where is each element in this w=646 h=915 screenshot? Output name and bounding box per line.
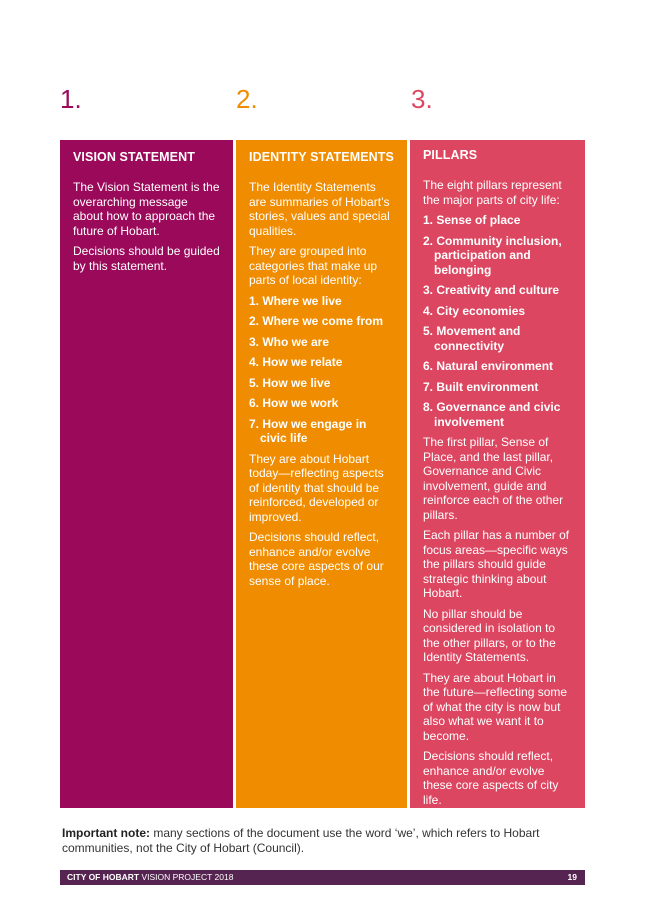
footer-project: VISION PROJECT 2018 xyxy=(139,872,234,882)
list-item: 4. How we relate xyxy=(249,355,343,369)
list-item: 3. Creativity and culture xyxy=(423,283,560,297)
list-item: 6. How we work xyxy=(249,396,339,410)
list-item: 3. Who we are xyxy=(249,334,330,349)
list-item: 5. Movement and connectivity xyxy=(423,324,521,353)
column-number-3: 3. xyxy=(411,84,433,114)
column-title: IDENTITY STATEMENTS xyxy=(249,150,394,164)
page-number: 19 xyxy=(567,872,577,882)
note-label: Important note: xyxy=(62,826,150,840)
important-note: Important note: many sections of the doc… xyxy=(62,826,602,856)
list-item: 8. Governance and civic involvement xyxy=(423,400,561,429)
identity-statements-column: IDENTITY STATEMENTS The Identity Statemen… xyxy=(236,140,407,808)
column-list: 1. Where we live 2. Where we come from 3. … xyxy=(249,294,395,446)
list-item: 2. Community inclusion, participation an… xyxy=(423,233,562,277)
note-text: many sections of the document use the wo… xyxy=(62,826,540,855)
column-paragraph: They are about Hobart today—reflecting a… xyxy=(249,451,384,524)
pillars-column: PILLARS The eight pillars represent the m… xyxy=(410,140,585,808)
list-item: 6. Natural environment xyxy=(423,359,554,373)
column-paragraph: No pillar should be considered in isolat… xyxy=(423,606,556,665)
list-item: 5. How we live xyxy=(249,375,331,390)
list-item: 2. Where we come from xyxy=(249,314,384,328)
list-item: 1. Sense of place xyxy=(423,213,521,227)
column-paragraph: Decisions should reflect, enhance and/or… xyxy=(249,530,384,588)
footer-bar: CITY OF HOBART VISION PROJECT 2018 19 xyxy=(60,870,585,885)
list-item: 1. Where we live xyxy=(249,293,342,308)
column-paragraph: The Vision Statement is the overarching … xyxy=(73,180,220,238)
column-title: PILLARS xyxy=(423,148,478,162)
column-paragraph: Each pillar has a number of focus areas—… xyxy=(423,528,570,600)
column-paragraph: The first pillar, Sense of Place, and th… xyxy=(423,435,564,522)
footer-title: CITY OF HOBART VISION PROJECT 2018 xyxy=(67,870,233,885)
column-title: VISION STATEMENT xyxy=(73,150,195,164)
list-item: 4. City economies xyxy=(423,303,526,318)
column-paragraph: Decisions should be guided by this state… xyxy=(73,244,220,273)
vision-statement-column: VISION STATEMENT The Vision Statement is … xyxy=(60,140,233,808)
column-number-2: 2. xyxy=(236,84,258,114)
footer-brand: CITY OF HOBART xyxy=(67,872,140,882)
column-paragraph: They are grouped into categories that ma… xyxy=(249,244,378,287)
column-number-1: 1. xyxy=(60,84,82,114)
column-list: 1. Sense of place 2. Community inclusion,… xyxy=(423,213,573,429)
list-item: 7. Built environment xyxy=(423,379,539,394)
column-paragraph: They are about Hobart in the future—refl… xyxy=(423,670,568,743)
column-paragraph: The Identity Statements are summaries of… xyxy=(249,180,390,238)
column-paragraph: The eight pillars represent the major pa… xyxy=(423,178,562,207)
column-paragraph: Decisions should reflect, enhance and/or… xyxy=(423,749,559,807)
list-item: 7. How we engage in civic life xyxy=(249,416,367,446)
